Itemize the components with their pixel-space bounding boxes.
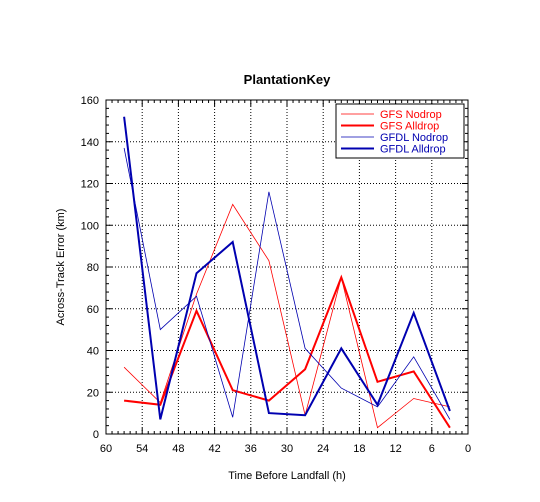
y-tick-label: 0 [93, 429, 99, 441]
x-axis-label: Time Before Landfall (h) [228, 470, 346, 482]
y-tick-label: 120 [81, 179, 99, 191]
y-tick-label: 160 [81, 95, 99, 107]
y-axis-label: Across-Track Error (km) [55, 209, 67, 326]
legend-entry-label: GFDL Alldrop [380, 144, 446, 156]
legend-entry-label: GFS Alldrop [380, 121, 439, 133]
x-tick-label: 6 [429, 443, 435, 455]
x-tick-label: 54 [136, 443, 148, 455]
grid [106, 100, 468, 434]
axis-ticks: 60 54 48 42 36 30 24 18 12 6 002040608010012014016… [81, 95, 471, 455]
x-tick-label: 24 [317, 443, 329, 455]
series-line-gfdl-nodrop [123, 147, 451, 420]
y-tick-label: 140 [81, 137, 99, 149]
x-tick-label: 30 [281, 443, 293, 455]
y-tick-label: 60 [87, 304, 99, 316]
chart-title: PlantationKey [244, 72, 331, 87]
x-tick-label: 48 [172, 443, 184, 455]
x-tick-label: 12 [389, 443, 401, 455]
x-tick-label: 42 [208, 443, 220, 455]
legend-entry-label: GFS Nodrop [380, 109, 442, 121]
x-tick-label: 18 [353, 443, 365, 455]
x-tick-label: 36 [245, 443, 257, 455]
series-lines [123, 116, 451, 429]
y-tick-label: 20 [87, 387, 99, 399]
y-tick-label: 40 [87, 346, 99, 358]
y-tick-label: 100 [81, 220, 99, 232]
x-tick-label: 60 [100, 443, 112, 455]
legend-entry-label: GFDL Nodrop [380, 132, 448, 144]
y-tick-label: 80 [87, 262, 99, 274]
series-line-gfdl-alldrop [123, 116, 451, 420]
x-tick-label: 0 [465, 443, 471, 455]
series-line-gfs-alldrop [123, 274, 451, 429]
